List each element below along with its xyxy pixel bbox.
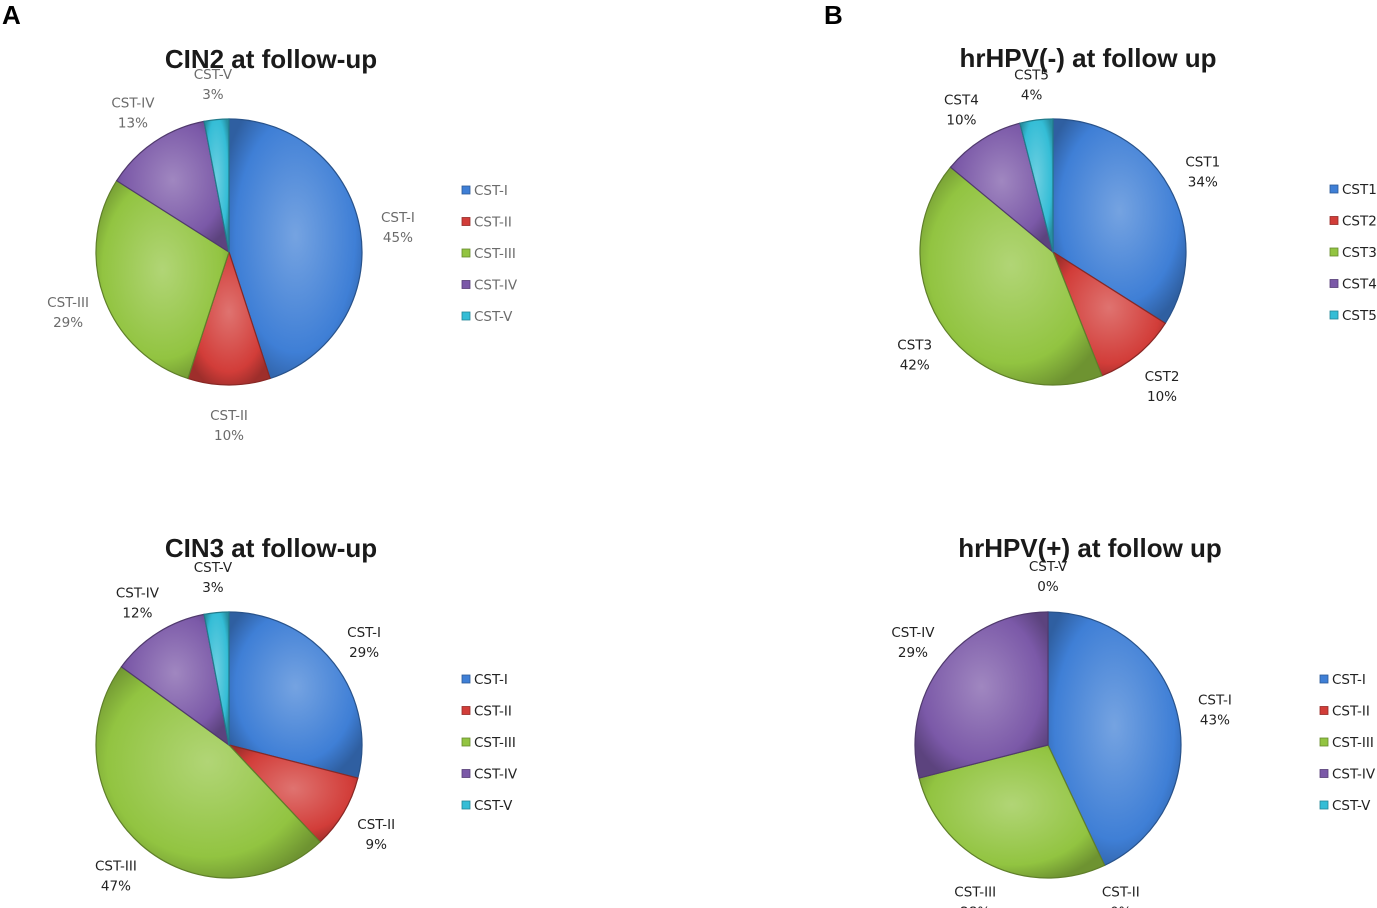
legend-entry: CST-III <box>1332 735 1374 751</box>
legend-swatch <box>461 311 471 321</box>
slice-label: CST-IV 12% <box>116 586 160 622</box>
legend-entry: CST-II <box>474 215 512 231</box>
legend-entry: CST-II <box>1332 704 1370 720</box>
pie-slice-cst-iv <box>914 611 1049 779</box>
legend-entry: CST-I <box>1332 672 1366 688</box>
pie-slice-cst-v <box>203 118 230 253</box>
slice-label: CST-V 3% <box>194 67 233 103</box>
slice-label: CST-IV 29% <box>891 625 935 661</box>
slice-label: CST3 42% <box>897 338 932 374</box>
legend-entry: CST4 <box>1342 277 1377 293</box>
slice-label: CST-I 45% <box>381 210 415 246</box>
legend-entry: CST-III <box>474 735 516 751</box>
legend-entry: CST1 <box>1342 182 1377 198</box>
pie-slice-cst-i <box>228 118 363 380</box>
legend-entry: CST-I <box>474 672 508 688</box>
pie-chart-3: CIN3 at follow-up CST-I 29% CST-II 9% CST-III… <box>95 533 518 894</box>
pie-slice-cst5 <box>1019 118 1054 253</box>
pie-slice-cst-iii <box>95 179 230 380</box>
panel-letter-a: A <box>2 0 21 30</box>
pie-chart-1: CIN2 at follow-up CST-I 45% CST-II 10% CST-II… <box>47 44 518 444</box>
pie-slice-cst-iii <box>95 665 321 879</box>
pie-slices <box>95 118 363 386</box>
pie-slice-cst-ii <box>187 250 271 386</box>
legend: CST-I CST-II CST-III CST-IV CST-V <box>461 672 518 814</box>
legend-entry: CST-I <box>474 183 508 199</box>
legend-swatch <box>1329 216 1339 225</box>
legend: CST-I CST-II CST-III CST-IV CST-V <box>1319 672 1376 814</box>
legend-swatch <box>1329 247 1339 257</box>
pie-slices <box>919 118 1187 386</box>
legend-swatch <box>1319 769 1329 778</box>
legend-swatch <box>1329 184 1339 194</box>
legend-swatch <box>1319 800 1329 810</box>
legend-entry: CST-V <box>474 309 513 325</box>
slice-label: CST-V 0% <box>1029 559 1068 595</box>
slice-label: CST-I 29% <box>347 625 381 661</box>
legend-entry: CST2 <box>1342 214 1377 230</box>
legend: CST-I CST-II CST-III CST-IV CST-V <box>461 183 518 325</box>
legend-entry: CST-V <box>474 798 513 814</box>
legend-entry: CST-III <box>474 246 516 262</box>
panel-letter-b: B <box>824 0 843 30</box>
chart-title: CIN2 at follow-up <box>165 44 377 74</box>
legend-swatch <box>461 674 471 684</box>
legend-entry: CST5 <box>1342 308 1377 324</box>
legend-entry: CST-IV <box>474 767 518 783</box>
slice-label: CST-III 29% <box>47 295 89 331</box>
slice-label: CST-II0% <box>1102 885 1140 908</box>
pie-slices <box>914 611 1182 879</box>
legend-swatch <box>461 737 471 747</box>
pie-chart-4: hrHPV(+) at follow up CST-I43% CST-II0% CST… <box>891 533 1376 908</box>
pie-chart-2: hrHPV(-) at follow up CST1 34% CST2 10% CST3 4… <box>897 43 1377 405</box>
slice-label: CST1 34% <box>1185 155 1220 191</box>
chart-title: hrHPV(+) at follow up <box>958 533 1222 563</box>
slice-label: CST-V 3% <box>194 560 233 596</box>
pie-slice-cst2 <box>1051 250 1167 377</box>
pie-slice-cst-i <box>1047 611 1182 867</box>
pie-slice-cst1 <box>1052 118 1187 325</box>
slice-label: CST-II 10% <box>210 408 248 444</box>
legend-swatch <box>461 769 471 778</box>
pie-slice-cst-iii <box>918 744 1106 879</box>
legend-swatch <box>1329 279 1339 288</box>
legend-entry: CST-II <box>474 704 512 720</box>
chart-title: hrHPV(-) at follow up <box>959 43 1216 73</box>
legend-swatch <box>461 280 471 289</box>
slice-label: CST-III 47% <box>95 858 137 894</box>
legend-swatch <box>1319 737 1329 747</box>
slice-label: CST-III28% <box>954 885 996 908</box>
legend-swatch <box>1319 674 1329 684</box>
legend: CST1 CST2 CST3 CST4 CST5 <box>1329 182 1377 324</box>
legend-swatch <box>461 706 471 715</box>
legend-swatch <box>461 217 471 226</box>
slice-label: CST4 10% <box>944 93 979 129</box>
pie-slices <box>95 611 363 879</box>
slice-label: CST5 4% <box>1014 67 1049 103</box>
chart-title: CIN3 at follow-up <box>165 533 377 563</box>
pie-slice-cst-v <box>203 611 230 746</box>
pie-slice-cst4 <box>949 122 1055 254</box>
legend-entry: CST-IV <box>474 278 518 294</box>
legend-swatch <box>1329 310 1339 320</box>
slice-label: CST-II 9% <box>357 817 395 853</box>
legend-entry: CST-V <box>1332 798 1371 814</box>
pie-slice-cst-i <box>228 611 363 779</box>
legend-swatch <box>461 800 471 810</box>
charts: CIN2 at follow-up CST-I 45% CST-II 10% CST-II… <box>47 43 1377 908</box>
legend-swatch <box>461 185 471 195</box>
pie-slice-cst3 <box>919 166 1103 386</box>
pie-slice-cst-iv <box>115 120 230 254</box>
legend-entry: CST-IV <box>1332 767 1376 783</box>
pie-slice-cst-iv <box>120 613 230 747</box>
legend-swatch <box>461 248 471 258</box>
slice-label: CST2 10% <box>1145 369 1180 405</box>
slice-label: CST-I 43% <box>1198 693 1232 729</box>
legend-swatch <box>1319 706 1329 715</box>
legend-entry: CST3 <box>1342 245 1377 261</box>
slice-label: CST-IV 13% <box>111 96 155 132</box>
